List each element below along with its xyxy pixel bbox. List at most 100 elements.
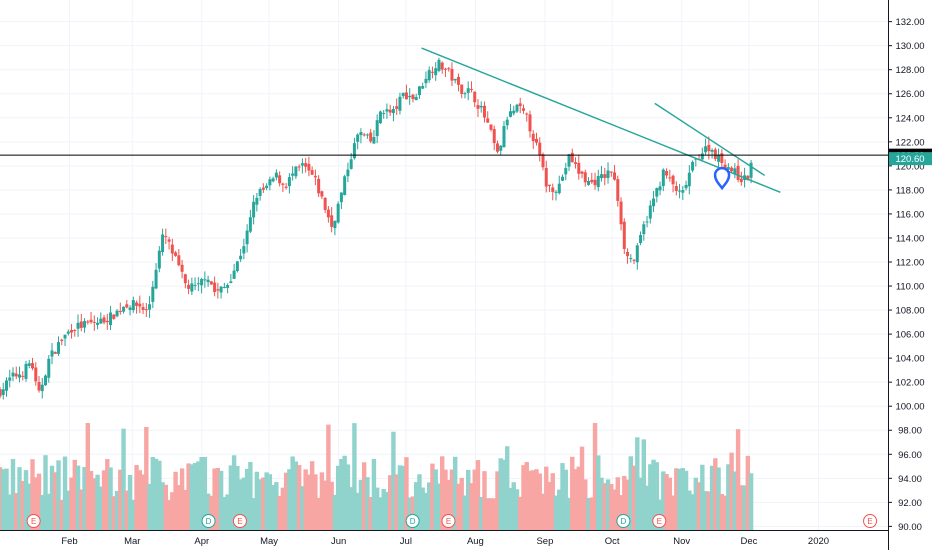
candle-body xyxy=(587,181,591,185)
volume-bar xyxy=(670,495,676,530)
volume-bar xyxy=(560,463,565,530)
volume-bar xyxy=(417,474,422,530)
candle-body xyxy=(486,118,490,123)
candle-body xyxy=(746,175,750,181)
candle-body xyxy=(495,143,499,152)
volume-bar xyxy=(49,465,55,530)
volume-bar xyxy=(576,466,581,530)
candle-body xyxy=(453,78,457,81)
y-tick-label: 106.00 xyxy=(895,330,924,341)
volume-bar xyxy=(264,472,269,530)
trendline[interactable] xyxy=(654,102,766,177)
volume-bar xyxy=(641,439,646,530)
candle-body xyxy=(151,286,155,302)
candle-body xyxy=(463,93,467,95)
volume-bar xyxy=(212,468,217,530)
volume-bar xyxy=(706,491,712,530)
volume-bar xyxy=(23,470,29,530)
volume-bar xyxy=(566,497,572,530)
volume-bar xyxy=(703,491,708,530)
volume-bar xyxy=(589,497,594,530)
candle-body xyxy=(479,105,483,108)
x-tick-label: 2020 xyxy=(808,536,829,547)
volume-bar xyxy=(726,464,731,530)
candle-body xyxy=(691,161,695,171)
event-circle[interactable] xyxy=(652,514,667,528)
candle-body xyxy=(297,166,301,168)
candle-body xyxy=(89,319,93,323)
candle-body xyxy=(391,109,395,114)
event-circle[interactable] xyxy=(616,514,631,528)
volume-bar xyxy=(365,477,370,530)
candle-body xyxy=(720,153,724,163)
event-circle[interactable] xyxy=(232,514,247,528)
event-circle[interactable] xyxy=(441,514,456,528)
volume-bar xyxy=(635,437,640,530)
candle-body xyxy=(564,168,568,175)
y-tick-label: 104.00 xyxy=(895,354,924,365)
volume-bar xyxy=(544,466,549,530)
volume-bar xyxy=(322,480,328,530)
candle-body xyxy=(668,177,672,179)
volume-bar xyxy=(518,496,523,530)
candle-body xyxy=(417,86,421,96)
event-circle[interactable] xyxy=(201,514,216,528)
volume-bar xyxy=(62,456,68,530)
candle-body xyxy=(359,132,363,136)
candle-body xyxy=(76,322,80,329)
candle-body xyxy=(567,154,571,167)
x-tick-label: May xyxy=(260,536,278,547)
volume-bar xyxy=(248,461,253,530)
volume-bar xyxy=(719,493,725,530)
candle-body xyxy=(512,110,516,114)
candle-body xyxy=(557,183,561,194)
volume-bar xyxy=(586,497,591,530)
candle-body xyxy=(310,170,314,175)
candle-body xyxy=(24,363,28,379)
candle-body xyxy=(79,321,83,328)
event-circle[interactable] xyxy=(26,514,41,528)
candle-body xyxy=(580,171,584,174)
volume-bar xyxy=(540,493,546,530)
candle-body xyxy=(450,68,454,81)
volume-bar xyxy=(121,428,126,530)
volume-bar xyxy=(615,477,620,530)
drawings[interactable] xyxy=(0,47,888,193)
y-tick-label: 126.00 xyxy=(895,89,924,100)
volume-bar xyxy=(134,465,139,530)
volume-bar xyxy=(254,471,260,530)
volume-bar xyxy=(508,487,513,530)
candle-body xyxy=(258,189,262,196)
candle-body xyxy=(187,284,191,289)
volume-bar xyxy=(205,493,211,530)
candle-body xyxy=(717,154,721,162)
event-circle[interactable] xyxy=(863,514,878,528)
x-tick-label: Jun xyxy=(331,536,346,547)
volume-bar xyxy=(82,466,87,530)
event-circle[interactable] xyxy=(405,514,420,528)
candle-body xyxy=(460,84,464,94)
volume-bar xyxy=(257,479,263,530)
volume-bar xyxy=(378,497,383,530)
volume-bar xyxy=(303,469,308,530)
candle-body xyxy=(476,104,480,109)
volume-bar xyxy=(69,477,74,530)
volume-bar xyxy=(677,468,682,530)
y-tick-label: 92.00 xyxy=(898,498,922,509)
volume-bar xyxy=(602,483,607,530)
map-pin-icon[interactable] xyxy=(713,166,731,191)
candle-body xyxy=(86,321,90,323)
volume-bar xyxy=(514,489,520,530)
volume-bar xyxy=(374,487,380,530)
candle-body xyxy=(284,186,288,188)
volume-bar xyxy=(732,471,738,530)
volume-bar xyxy=(397,465,403,530)
candle-body xyxy=(694,158,698,160)
volume-bar xyxy=(479,496,484,530)
candle-body xyxy=(125,304,129,308)
candle-body xyxy=(544,168,548,187)
candle-body xyxy=(713,149,717,159)
volume-bar xyxy=(498,458,503,530)
